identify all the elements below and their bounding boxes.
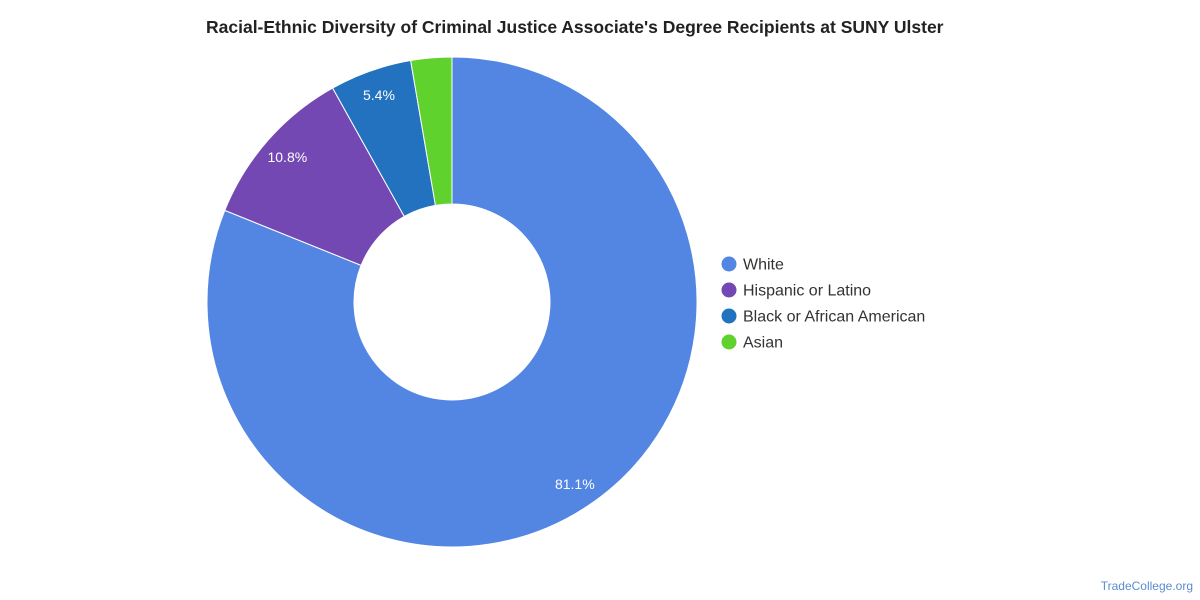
- slice-label: 10.8%: [267, 149, 307, 165]
- slices: [206, 56, 698, 548]
- legend-marker: [721, 308, 737, 324]
- slice-labels: 81.1% 10.8% 5.4%: [267, 87, 594, 492]
- legend-item[interactable]: Hispanic or Latino: [721, 282, 872, 300]
- legend: White Hispanic or Latino Black or African …: [721, 256, 926, 352]
- legend-marker: [721, 256, 737, 272]
- slice-white[interactable]: [206, 56, 698, 548]
- chart-title: Racial-Ethnic Diversity of Criminal Just…: [206, 17, 944, 37]
- legend-label: Black or African American: [743, 309, 925, 326]
- watermark[interactable]: TradeCollege.org: [1100, 579, 1193, 593]
- legend-label: Asian: [743, 335, 783, 352]
- legend-item[interactable]: White: [721, 256, 785, 274]
- legend-marker: [721, 282, 737, 298]
- legend-label: White: [743, 257, 784, 274]
- slice-asian[interactable]: [410, 56, 453, 206]
- legend-item[interactable]: Asian: [721, 334, 784, 352]
- slice-label: 5.4%: [363, 87, 395, 103]
- legend-marker: [721, 334, 737, 350]
- legend-item[interactable]: Black or African American: [721, 308, 926, 326]
- legend-label: Hispanic or Latino: [743, 283, 871, 300]
- slice-label: 81.1%: [555, 476, 595, 492]
